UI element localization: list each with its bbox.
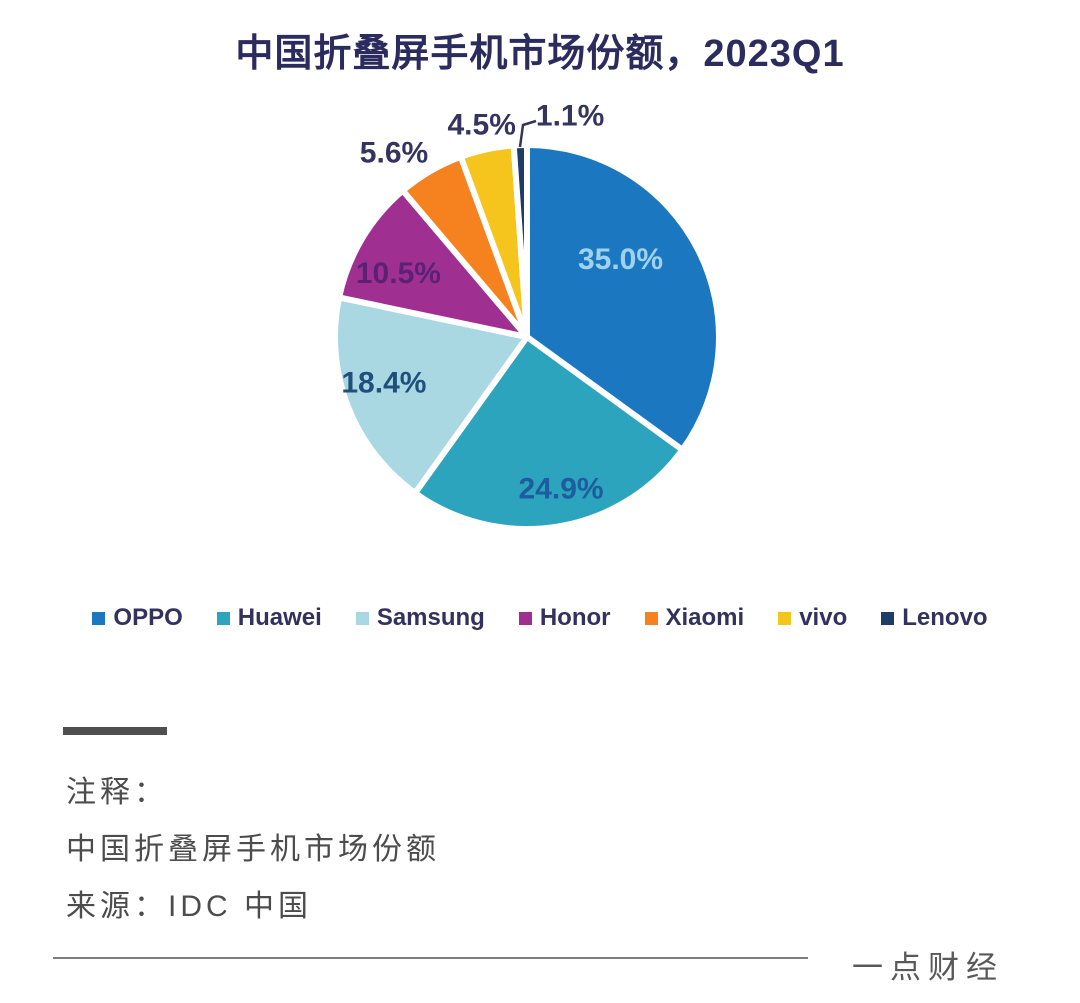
chart-title: 中国折叠屏手机市场份额，2023Q1	[235, 33, 845, 75]
pie-chart: 35.0% 24.9% 18.4% 10.5% 5.6% 4.5% 1.1%	[332, 100, 722, 532]
notes: 注释： 中国折叠屏手机市场份额 来源：IDC 中国	[66, 764, 440, 935]
pie-slice-honor	[336, 187, 530, 340]
legend-label: Honor	[539, 604, 611, 631]
pie-label-vivo: 4.5%	[448, 108, 516, 141]
pie-label-xiaomi: 5.6%	[360, 136, 428, 169]
legend-label: Lenovo	[902, 604, 988, 631]
legend-swatch-huawei	[216, 611, 230, 625]
legend-swatch-vivo	[778, 611, 792, 625]
pie-label-huawei: 24.9%	[519, 473, 604, 506]
pie-label-samsung: 18.4%	[341, 367, 426, 400]
legend-label: vivo	[799, 604, 848, 631]
legend-item-samsung: Samsung	[355, 604, 485, 632]
footer-brand: 一点财经	[852, 950, 1004, 985]
note-label: 注释：	[66, 776, 168, 809]
pie-slice-samsung	[332, 294, 530, 497]
legend-label: Xiaomi	[665, 604, 745, 631]
notes-divider	[63, 727, 167, 735]
callout-line-lenovo	[518, 119, 537, 148]
pie-slice-oppo	[524, 142, 722, 453]
pie-label-lenovo: 1.1%	[536, 100, 604, 133]
legend-swatch-xiaomi	[644, 611, 658, 625]
legend-item-oppo: OPPO	[92, 604, 183, 632]
legend-item-lenovo: Lenovo	[881, 604, 988, 632]
pie-label-oppo: 35.0%	[578, 243, 663, 276]
legend-swatch-lenovo	[881, 611, 895, 625]
note-source: 来源：IDC 中国	[66, 890, 312, 923]
pie-slice-huawei	[412, 334, 686, 532]
legend-item-honor: Honor	[518, 604, 611, 632]
legend-label: Samsung	[376, 604, 485, 631]
legend-swatch-samsung	[355, 611, 369, 625]
note-description: 中国折叠屏手机市场份额	[66, 833, 440, 866]
legend-swatch-oppo	[92, 611, 106, 625]
legend: OPPO Huawei Samsung Honor Xiaomi vivo Lenovo	[0, 604, 1080, 632]
legend-label: OPPO	[113, 604, 183, 631]
legend-item-huawei: Huawei	[216, 604, 322, 632]
legend-label: Huawei	[237, 604, 322, 631]
footer-divider	[53, 957, 808, 959]
legend-item-xiaomi: Xiaomi	[644, 604, 745, 632]
pie-label-honor: 10.5%	[356, 257, 441, 290]
legend-item-vivo: vivo	[778, 604, 847, 632]
legend-swatch-honor	[518, 611, 532, 625]
